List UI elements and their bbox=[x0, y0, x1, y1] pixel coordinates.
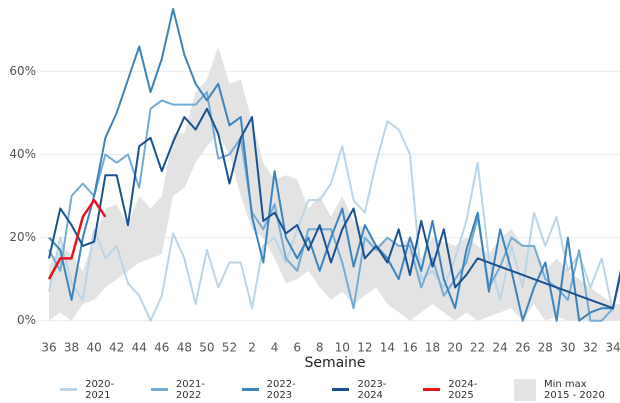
series-line bbox=[48, 91, 614, 322]
x-tick-label: 40 bbox=[86, 341, 101, 355]
x-tick-label: 36 bbox=[41, 341, 56, 355]
x-tick-label: 2 bbox=[248, 341, 256, 355]
series-line bbox=[48, 8, 620, 322]
x-tick-label: 34 bbox=[605, 341, 620, 355]
legend-item: Min max 2015 - 2020 bbox=[513, 378, 606, 401]
legend-swatch bbox=[150, 388, 168, 391]
legend-swatch bbox=[513, 378, 536, 401]
legend: 2020-2021 2021-2022 2022-2023 2023-2024 2024… bbox=[60, 376, 620, 403]
series-line bbox=[48, 107, 620, 310]
y-tick-label: 60% bbox=[9, 64, 36, 78]
x-tick-label: 42 bbox=[109, 341, 124, 355]
x-tick-label: 38 bbox=[64, 341, 79, 355]
legend-swatch bbox=[423, 388, 441, 391]
x-tick-label: 8 bbox=[316, 341, 324, 355]
y-tick-label: 20% bbox=[9, 230, 36, 244]
legend-label: 2024-2025 bbox=[448, 378, 478, 401]
x-tick-label: 10 bbox=[335, 341, 350, 355]
legend-item: 2022-2023 bbox=[241, 378, 319, 401]
chart: 36 38 40 42 44 46 48 50 52 2 4 6 8 10 12 14 16 18 20 22 24 26… bbox=[9, 8, 620, 371]
legend-swatch bbox=[241, 388, 259, 391]
x-axis-label: Semaine bbox=[304, 355, 365, 371]
legend-label: 2022-2023 bbox=[266, 378, 296, 401]
x-tick-label: 26 bbox=[515, 341, 530, 355]
legend-item: 2023-2024 bbox=[332, 379, 409, 401]
x-tick-label: 44 bbox=[132, 341, 147, 355]
x-tick-label: 22 bbox=[470, 341, 485, 355]
x-tick-label: 16 bbox=[402, 341, 417, 355]
x-tick-label: 4 bbox=[271, 341, 279, 355]
x-tick-label: 24 bbox=[493, 341, 508, 355]
x-tick-label: 28 bbox=[538, 341, 553, 355]
x-tick-label: 14 bbox=[380, 341, 395, 355]
x-tick-label: 20 bbox=[447, 341, 462, 355]
legend-item: 2024-2025 bbox=[423, 379, 500, 401]
x-tick-label: 52 bbox=[222, 341, 237, 355]
legend-item: 2021-2022 bbox=[150, 378, 228, 401]
x-tick-label: 48 bbox=[177, 341, 192, 355]
series-line bbox=[47, 198, 107, 280]
legend-label: 2020-2021 bbox=[85, 378, 115, 401]
x-tick-label: 50 bbox=[199, 341, 214, 355]
legend-swatch bbox=[60, 388, 78, 391]
y-tick-label: 40% bbox=[9, 147, 36, 161]
legend-item: 2020-2021 bbox=[60, 379, 137, 401]
x-tick-label: 32 bbox=[583, 341, 598, 355]
legend-label: 2023-2024 bbox=[357, 378, 387, 401]
legend-label: Min max 2015 - 2020 bbox=[543, 378, 605, 401]
x-tick-label: 12 bbox=[357, 341, 372, 355]
x-tick-label: 18 bbox=[425, 341, 440, 355]
y-tick-label: 0% bbox=[17, 313, 36, 327]
min-max-band bbox=[49, 46, 620, 321]
x-tick-label: 30 bbox=[560, 341, 575, 355]
legend-label: 2021-2022 bbox=[175, 378, 205, 401]
x-tick-label: 46 bbox=[154, 341, 169, 355]
x-tick-label: 6 bbox=[293, 341, 301, 355]
legend-swatch bbox=[332, 388, 350, 391]
